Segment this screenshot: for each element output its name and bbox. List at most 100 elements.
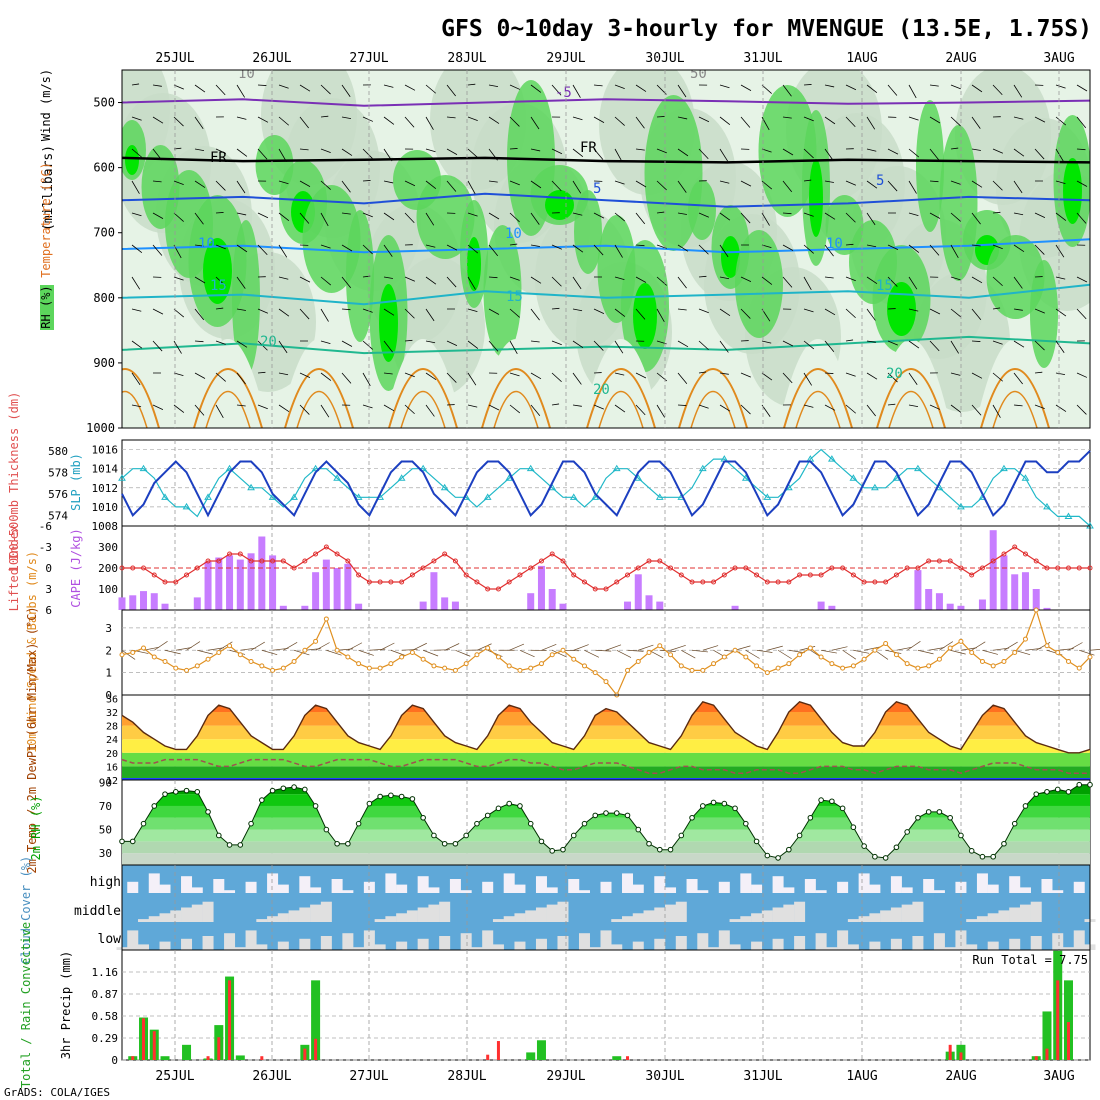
wind-barb [614, 212, 626, 222]
wind-barb [341, 212, 351, 215]
cape-bar [957, 605, 965, 610]
wind10-marker [474, 652, 480, 658]
wind-barb [404, 84, 416, 91]
cloud-cell [869, 884, 881, 893]
li-marker [302, 558, 308, 564]
wind-barb [782, 276, 793, 288]
cape-bar [1043, 607, 1051, 610]
wind10-marker [388, 661, 394, 667]
wind-barb [635, 404, 646, 416]
rh-marker [151, 803, 158, 809]
cloud-cell [675, 936, 687, 950]
wind-barb [509, 276, 520, 281]
rh-marker [269, 787, 276, 794]
contour-label: 15 [876, 278, 893, 294]
rh-marker [517, 803, 523, 809]
wind-barb [278, 276, 289, 280]
cloud-cell [697, 890, 709, 893]
wind-barb [1055, 404, 1067, 412]
wind-barb [698, 404, 709, 409]
temp-15-contour [122, 283, 1090, 306]
slp-tick-label: 1008 [92, 520, 119, 533]
wind-barb [404, 180, 416, 187]
rh-grey-region [914, 272, 1010, 412]
wind-barb [698, 371, 707, 374]
wind-barb [404, 212, 415, 224]
li-marker [463, 572, 469, 578]
slp-marker [311, 464, 320, 472]
wind10-marker [721, 654, 727, 660]
temp-20-contour [122, 335, 1090, 355]
wind-barb [530, 372, 542, 380]
li-marker [678, 572, 684, 578]
rh-marker [119, 838, 125, 845]
li-marker [1033, 558, 1039, 564]
wind-barb [383, 148, 393, 162]
cloud-cell [557, 936, 569, 950]
li-marker [721, 572, 727, 578]
contour-label: 10 [238, 66, 255, 82]
wind-barb [383, 244, 393, 257]
wind-barb [341, 148, 353, 156]
wind-barb [803, 116, 814, 122]
wind-barb [425, 340, 436, 344]
wind10-marker [323, 616, 329, 622]
wind-barb [215, 84, 226, 96]
li-marker [1055, 565, 1061, 571]
li-marker [883, 579, 889, 585]
li-marker [990, 558, 996, 564]
contour-label: 20 [260, 334, 277, 350]
cloud-cell [320, 901, 332, 922]
wind10-barb [1068, 642, 1083, 651]
wind-barb [761, 276, 773, 285]
wind-barb [1034, 308, 1045, 314]
wind10-barb [896, 646, 913, 651]
wind10-marker [517, 667, 523, 673]
wind10-barb [423, 649, 439, 657]
wind-barb [425, 404, 435, 417]
slp-marker [247, 483, 255, 491]
wind10-marker [345, 654, 351, 660]
cloud-cell [514, 941, 526, 950]
cloud-cell [880, 910, 892, 922]
cloud-cell [740, 873, 752, 893]
wind10-marker [861, 656, 867, 662]
wind-barb [320, 244, 331, 249]
cloud-cell [847, 944, 859, 950]
wind-barb [698, 116, 710, 123]
wind10-marker [549, 652, 555, 658]
wind10-barb [121, 649, 136, 660]
precip-total-bar [311, 980, 321, 1060]
wind-barb [971, 180, 983, 188]
wind-barb [803, 404, 814, 408]
wind-barb [467, 308, 478, 312]
slp-marker [1043, 502, 1051, 510]
rh-tick-label: 90 [99, 776, 112, 789]
wind-barb [446, 244, 458, 251]
rh-marker [226, 842, 233, 848]
cape-bar [548, 589, 556, 610]
cloud-cell [890, 876, 902, 893]
wind10-marker [904, 661, 910, 667]
day-label-bottom: 31JUL [743, 1069, 782, 1084]
cloud-cell [148, 873, 160, 893]
li-marker [581, 579, 587, 585]
thickness-line [121, 450, 1091, 518]
wind-barb [740, 276, 752, 282]
wind-barb [845, 308, 856, 319]
wind-barb [950, 276, 961, 281]
wind-barb [929, 244, 940, 256]
upper-air-panel: FR FR -5 5 5 10 10 10 15 15 15 20 20 20 10 50 500 600 700 8… [86, 66, 1091, 435]
wind10-marker [280, 665, 286, 671]
cloud-cell [654, 907, 666, 922]
wind-barb [845, 180, 857, 186]
cloud-cell [783, 887, 795, 893]
cloud-cell [600, 881, 612, 893]
wind-barb [257, 116, 269, 123]
wind-barb [719, 276, 730, 280]
cloud-cell [837, 881, 849, 893]
cape-bar [946, 603, 954, 610]
wind-barb [593, 340, 604, 351]
wind10-marker [689, 667, 695, 673]
wind-barb [278, 84, 289, 89]
